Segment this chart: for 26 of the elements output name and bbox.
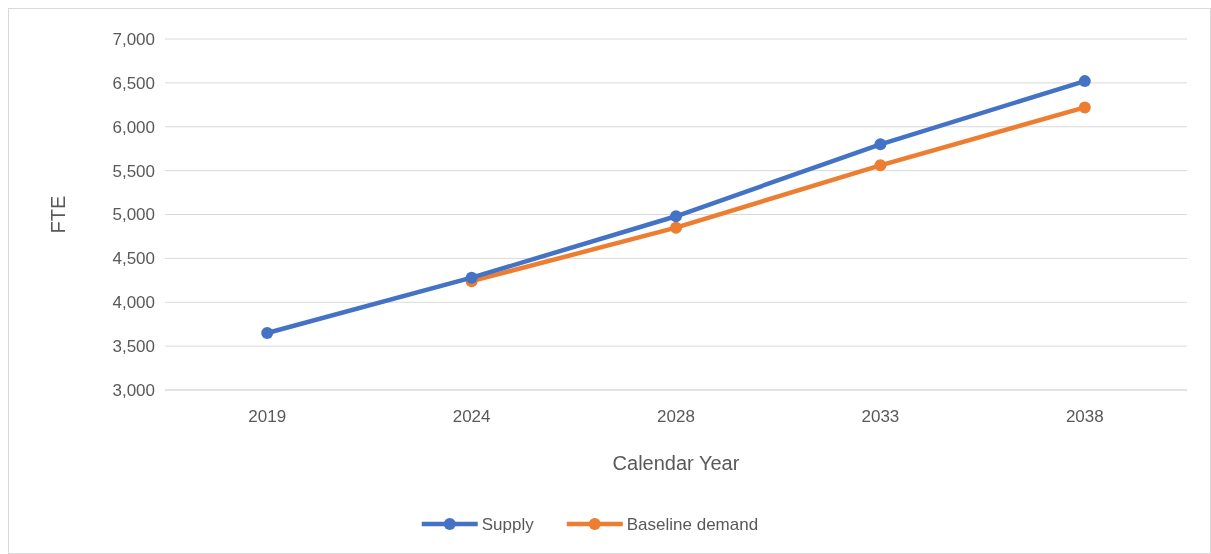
y-tick-label: 7,000 bbox=[112, 29, 155, 49]
legend-label: Supply bbox=[481, 514, 535, 534]
y-tick-label: 6,500 bbox=[112, 73, 155, 93]
point bbox=[670, 221, 682, 234]
y-tick-label: 3,000 bbox=[112, 380, 155, 400]
y-tick-label: 5,500 bbox=[112, 161, 155, 181]
legend-label: Baseline demand bbox=[626, 514, 759, 534]
point bbox=[261, 326, 274, 339]
x-tick-label: 2028 bbox=[657, 407, 695, 426]
point bbox=[465, 271, 478, 284]
x-tick-label: 2024 bbox=[452, 407, 491, 426]
y-tick-label: 4,500 bbox=[112, 249, 155, 269]
y-tick-label: 4,000 bbox=[112, 293, 155, 313]
y-tick-label: 3,500 bbox=[112, 337, 155, 357]
y-axis-title: FTE bbox=[47, 195, 69, 234]
point bbox=[670, 210, 682, 223]
x-axis-title: Calendar Year bbox=[612, 452, 740, 474]
y-tick-label: 5,000 bbox=[112, 205, 155, 225]
y-tick-label: 6,000 bbox=[112, 117, 155, 137]
x-tick-label: 2038 bbox=[1065, 407, 1104, 426]
point bbox=[874, 138, 887, 151]
point bbox=[874, 159, 887, 172]
x-tick-label: 2033 bbox=[861, 407, 900, 426]
x-tick-label: 2019 bbox=[248, 407, 287, 426]
point bbox=[1078, 75, 1091, 88]
point bbox=[1078, 101, 1091, 114]
